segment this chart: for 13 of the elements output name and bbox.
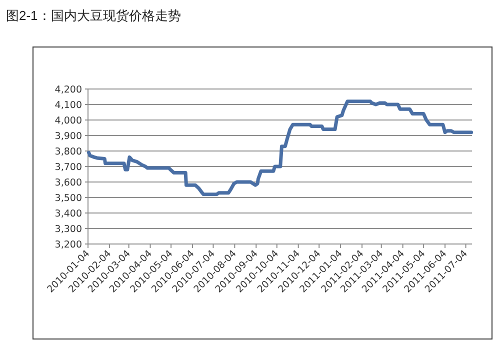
y-tick-label: 4,200 <box>54 84 82 96</box>
y-tick-label: 3,300 <box>54 224 82 235</box>
y-tick-label: 3,700 <box>54 162 82 173</box>
y-tick-label: 3,600 <box>54 178 82 188</box>
y-tick-label: 3,200 <box>54 240 82 250</box>
y-tick-label: 3,800 <box>54 146 82 158</box>
y-tick-label: 3,500 <box>54 193 82 204</box>
y-tick-label: 4,100 <box>54 100 82 111</box>
line-series <box>86 100 474 196</box>
y-tick-label: 3,400 <box>54 208 82 220</box>
y-tick-label: 4,000 <box>54 116 82 126</box>
chart-title: 图2-1：国内大豆现货价格走势 <box>6 8 181 23</box>
y-tick-label: 3,900 <box>54 131 82 142</box>
